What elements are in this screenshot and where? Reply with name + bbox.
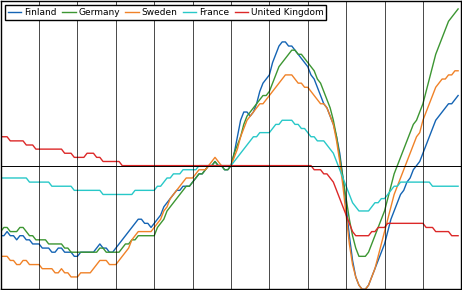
France — [328, 147, 333, 151]
Sweden — [359, 288, 365, 290]
France — [372, 201, 378, 204]
Line: United Kingdom: United Kingdom — [1, 137, 458, 236]
United Kingdom — [456, 234, 461, 238]
Sweden — [456, 69, 461, 72]
Sweden — [139, 230, 144, 233]
Line: Finland: Finland — [1, 42, 458, 289]
Germany — [0, 230, 4, 233]
Germany — [65, 246, 71, 250]
Finland — [328, 114, 333, 118]
United Kingdom — [353, 234, 359, 238]
Finland — [359, 288, 365, 290]
United Kingdom — [139, 164, 144, 167]
United Kingdom — [30, 143, 36, 147]
Line: Sweden: Sweden — [1, 71, 458, 289]
Sweden — [65, 271, 71, 275]
Sweden — [375, 255, 381, 258]
Legend: Finland, Germany, Sweden, France, United Kingdom: Finland, Germany, Sweden, France, United… — [5, 5, 327, 20]
Germany — [369, 242, 375, 246]
United Kingdom — [369, 230, 375, 233]
France — [30, 180, 36, 184]
Sweden — [30, 263, 36, 266]
United Kingdom — [65, 151, 71, 155]
Line: Germany: Germany — [1, 9, 458, 256]
United Kingdom — [0, 135, 4, 139]
United Kingdom — [375, 226, 381, 229]
France — [139, 188, 144, 192]
Germany — [139, 234, 144, 238]
France — [0, 176, 4, 180]
France — [456, 184, 461, 188]
Finland — [0, 234, 4, 238]
Finland — [378, 251, 384, 254]
Finland — [65, 251, 71, 254]
Sweden — [0, 255, 4, 258]
France — [65, 184, 71, 188]
Sweden — [324, 106, 330, 110]
Finland — [372, 267, 378, 271]
Finland — [30, 242, 36, 246]
Germany — [30, 234, 36, 238]
United Kingdom — [324, 172, 330, 176]
Sweden — [452, 69, 458, 72]
Finland — [139, 218, 144, 221]
France — [378, 197, 384, 200]
Finland — [280, 40, 285, 44]
France — [356, 209, 362, 213]
Finland — [456, 94, 461, 97]
Germany — [456, 7, 461, 11]
Germany — [356, 255, 362, 258]
Sweden — [369, 275, 375, 279]
France — [280, 119, 285, 122]
Line: France: France — [1, 120, 458, 211]
Germany — [324, 98, 330, 102]
Germany — [375, 226, 381, 229]
